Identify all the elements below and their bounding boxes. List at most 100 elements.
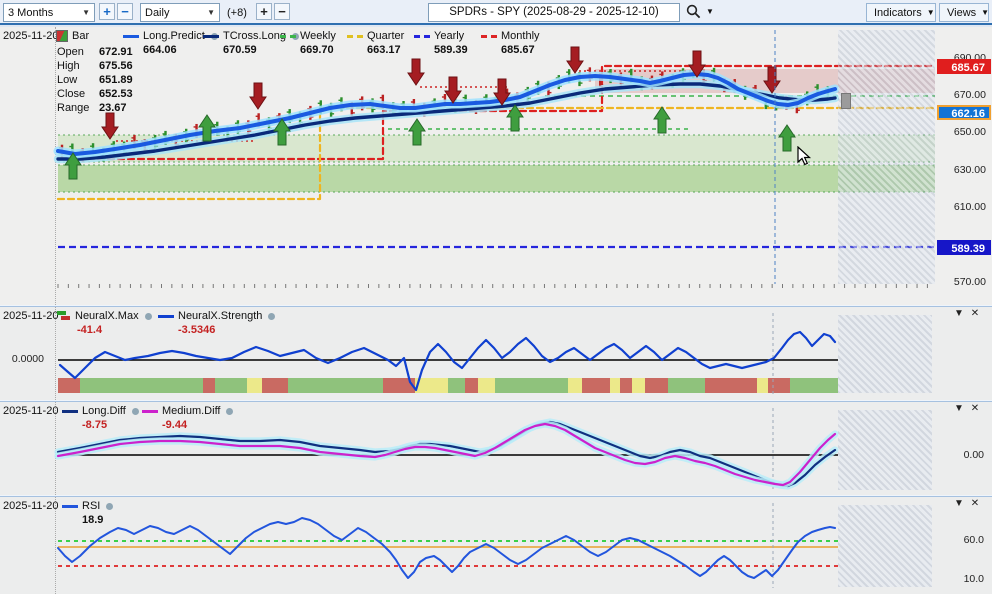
legend-item-medium-diff: Medium.Diff -9.44 xyxy=(142,405,233,431)
legend-label: Yearly xyxy=(434,30,464,42)
ohlc-value: 652.53 xyxy=(99,88,133,102)
ohlc-row: Open672.91 xyxy=(57,46,133,60)
legend-label: NeuralX.Max xyxy=(75,310,139,322)
legend-item-long-diff: Long.Diff -8.75 xyxy=(62,405,139,431)
cursor-date-label: 2025-11-20 xyxy=(3,30,58,42)
legend-row: Medium.Diff xyxy=(142,405,233,417)
rsi-line-icon xyxy=(62,505,78,508)
collapse-panel-button[interactable]: ▼ xyxy=(952,308,966,319)
monthly-line-icon xyxy=(481,35,497,38)
search-dropdown-icon[interactable]: ▼ xyxy=(706,7,714,16)
range-select[interactable]: 3 Months ▼ xyxy=(3,3,95,22)
legend-row: Monthly xyxy=(481,30,540,42)
legend-value: 589.39 xyxy=(434,44,468,56)
legend-value: 663.17 xyxy=(367,44,404,56)
collapse-panel-button[interactable]: ▼ xyxy=(952,498,966,509)
ohlc-label: High xyxy=(57,60,93,74)
buy-signal-arrow xyxy=(654,107,670,133)
legend-value: -8.75 xyxy=(82,419,139,431)
ohlc-row: Close652.53 xyxy=(57,88,133,102)
close-panel-button[interactable]: ✕ xyxy=(968,308,982,319)
ohlc-label: Open xyxy=(57,46,93,60)
legend-label: Long.Diff xyxy=(82,405,126,417)
close-panel-button[interactable]: ✕ xyxy=(968,403,982,414)
forecast-drag-handle[interactable] xyxy=(841,93,851,109)
forecast-area xyxy=(838,410,932,490)
legend-row: NeuralX.Max xyxy=(57,310,152,322)
legend-label: Monthly xyxy=(501,30,540,42)
legend-row: Weekly xyxy=(280,30,336,42)
legend-value: -41.4 xyxy=(77,324,152,336)
price-axis-label: 610.00 xyxy=(940,201,986,213)
rsi-axis-label: 60.0 xyxy=(938,534,984,546)
close-panel-button[interactable]: ✕ xyxy=(968,498,982,509)
legend-value: -3.5346 xyxy=(178,324,275,336)
neuralx-max-icon xyxy=(57,311,71,321)
range-select-value: 3 Months xyxy=(8,7,53,19)
views-button[interactable]: Views ▼ xyxy=(939,3,989,22)
chevron-down-icon: ▼ xyxy=(207,8,215,17)
legend-row: Yearly xyxy=(414,30,468,42)
legend-item-bar: Bar xyxy=(56,30,89,42)
legend-label: Medium.Diff xyxy=(162,405,220,417)
ohlc-row: Range 23.67 xyxy=(57,102,133,116)
ohlc-readout: Open672.91High675.56Low 651.89Close652.53… xyxy=(57,46,133,116)
ohlc-label: Low xyxy=(57,74,93,88)
legend-label: Weekly xyxy=(300,30,336,42)
medium-diff-line-icon xyxy=(142,410,158,413)
diff-panel: 2025-11-20 Long.Diff -8.75 Medium.Diff -9.4… xyxy=(0,402,992,495)
cursor-date-label: 2025-11-20 xyxy=(3,310,58,322)
ohlc-row: Low 651.89 xyxy=(57,74,133,88)
legend-item-weekly: Weekly669.70 xyxy=(280,30,336,56)
price-axis-label: 650.00 xyxy=(940,126,986,138)
symbol-title-box[interactable]: SPDRs - SPY (2025-08-29 - 2025-12-10) xyxy=(428,3,680,22)
long-diff-line-icon xyxy=(62,410,78,413)
legend-value: -9.44 xyxy=(162,419,233,431)
sell-signal-arrow xyxy=(567,47,583,73)
neuralx-panel: 2025-11-20 NeuralX.Max -41.4 NeuralX.Stren… xyxy=(0,307,992,400)
sell-signal-arrow xyxy=(250,83,266,109)
long-predict-line-icon xyxy=(123,35,139,38)
legend-label: NeuralX.Strength xyxy=(178,310,262,322)
ohlc-value: 23.67 xyxy=(99,102,127,116)
legend-row: RSI xyxy=(62,500,113,512)
info-dot-icon xyxy=(106,503,113,510)
info-dot-icon xyxy=(226,408,233,415)
neuralx-strength-line-icon xyxy=(158,315,174,318)
ohlc-value: 651.89 xyxy=(99,74,133,88)
bar-legend-label: Bar xyxy=(72,30,89,42)
rsi-panel: 2025-11-20 RSI18.9 60.010.0 ▼ ✕ xyxy=(0,497,992,594)
frequency-select-value: Daily xyxy=(145,7,169,19)
tcross-long-line-icon xyxy=(203,35,219,38)
zoom-in-button[interactable]: + xyxy=(99,3,115,20)
ohlc-row: High675.56 xyxy=(57,60,133,74)
info-dot-icon xyxy=(268,313,275,320)
yearly-line-icon xyxy=(414,35,430,38)
legend-item-monthly: Monthly685.67 xyxy=(481,30,540,56)
quarter-line-icon xyxy=(347,35,363,38)
indicators-button[interactable]: Indicators ▼ xyxy=(866,3,936,22)
toolbar: 3 Months ▼ + − Daily ▼ (+8) + − SPDRs - … xyxy=(0,0,992,25)
price-badge: 662.16 xyxy=(937,105,991,120)
collapse-panel-button[interactable]: ▼ xyxy=(952,403,966,414)
remove-bar-button[interactable]: − xyxy=(274,3,290,20)
sell-signal-arrow xyxy=(408,59,424,85)
legend-value: 18.9 xyxy=(82,514,113,526)
legend-item-neuralx-max: NeuralX.Max -41.4 xyxy=(57,310,152,336)
frequency-select[interactable]: Daily ▼ xyxy=(140,3,220,22)
search-icon[interactable] xyxy=(686,4,701,19)
legend-item-rsi: RSI 18.9 xyxy=(62,500,113,526)
zero-axis-label: 0.00 xyxy=(938,449,984,461)
legend-item-yearly: Yearly 589.39 xyxy=(414,30,468,56)
add-bar-button[interactable]: + xyxy=(256,3,272,20)
cursor-date-label: 2025-11-20 xyxy=(3,405,58,417)
price-axis-label: 570.00 xyxy=(940,276,986,288)
legend-row: Long.Diff xyxy=(62,405,139,417)
chevron-down-icon: ▼ xyxy=(82,8,90,17)
ohlc-label: Range xyxy=(57,102,93,116)
forecast-area xyxy=(838,505,932,587)
legend-item-quarter: Quarter663.17 xyxy=(347,30,404,56)
chevron-down-icon: ▼ xyxy=(927,8,935,17)
zoom-out-button[interactable]: − xyxy=(117,3,133,20)
extra-bars-label: (+8) xyxy=(227,7,247,19)
